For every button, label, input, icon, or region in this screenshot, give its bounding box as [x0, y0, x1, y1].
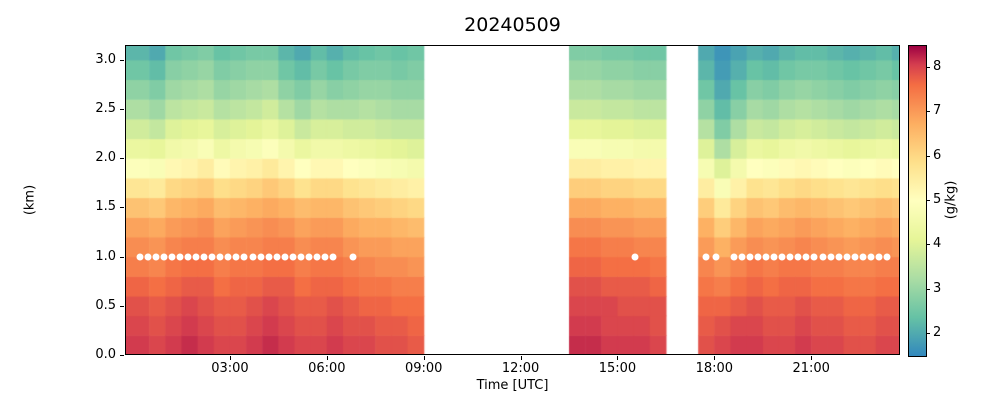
y-tick-mark — [120, 256, 124, 258]
measurement-marker — [770, 253, 778, 261]
measurement-marker — [762, 253, 770, 261]
measurement-marker — [273, 253, 281, 261]
x-tick-label: 15:00 — [598, 361, 637, 376]
measurement-marker — [136, 253, 144, 261]
measurement-marker — [208, 253, 216, 261]
y-axis-label: (km) — [22, 184, 38, 216]
measurement-marker — [851, 253, 859, 261]
measurement-marker — [802, 253, 810, 261]
colorbar-tick-label: 2 — [933, 324, 942, 340]
x-tick-mark — [617, 356, 619, 360]
x-tick-label: 06:00 — [308, 361, 346, 376]
measurement-marker — [192, 253, 200, 261]
y-tick-mark — [120, 355, 124, 356]
measurement-marker — [305, 253, 313, 261]
colorbar-tick-label: 4 — [933, 236, 942, 252]
colorbar-tick-mark — [926, 288, 930, 290]
measurement-marker — [349, 253, 357, 261]
colorbar-tick-label: 6 — [933, 147, 942, 163]
colorbar-tick-mark — [926, 332, 930, 334]
y-tick-mark — [120, 59, 124, 61]
y-tick-label: 0.0 — [95, 347, 116, 362]
heatmap-canvas — [125, 45, 900, 355]
y-tick-mark — [120, 207, 124, 209]
y-tick-label: 1.5 — [95, 199, 116, 215]
y-tick-mark — [120, 158, 124, 160]
measurement-marker — [819, 253, 826, 261]
x-tick-label: 03:00 — [211, 361, 249, 376]
x-tick-label: 12:00 — [501, 361, 540, 376]
measurement-marker — [883, 253, 891, 261]
colorbar-tick-label: 3 — [933, 280, 942, 296]
colorbar-tick-label: 5 — [933, 192, 942, 207]
measurement-marker — [313, 253, 321, 261]
y-tick-mark — [120, 108, 124, 110]
colorbar-tick-label: 8 — [933, 59, 942, 75]
colorbar-tick-mark — [926, 200, 930, 201]
measurement-marker — [289, 253, 297, 261]
y-tick-label: 2.5 — [95, 100, 116, 116]
x-tick-mark — [229, 356, 231, 360]
measurement-marker — [875, 253, 883, 261]
x-tick-label: 18:00 — [695, 361, 734, 376]
x-tick-label: 09:00 — [404, 361, 443, 376]
y-tick-label: 3.0 — [95, 51, 116, 67]
measurement-marker — [754, 253, 762, 261]
x-tick-mark — [326, 356, 328, 360]
x-axis-label: Time [UTC] — [476, 378, 549, 393]
x-tick-mark — [423, 356, 425, 360]
measurement-marker — [265, 253, 273, 261]
measurement-marker — [232, 253, 240, 261]
colorbar-tick-label: 7 — [933, 103, 942, 119]
y-tick-label: 2.0 — [95, 150, 116, 166]
measurement-marker — [712, 253, 720, 261]
measurement-marker — [746, 253, 754, 261]
measurement-marker — [810, 253, 818, 261]
measurement-marker — [152, 253, 160, 261]
x-tick-label: 21:00 — [792, 361, 830, 376]
measurement-marker — [144, 253, 152, 261]
measurement-marker — [224, 253, 232, 261]
y-tick-label: 1.0 — [95, 248, 116, 264]
measurement-marker — [631, 253, 639, 261]
measurement-marker — [794, 253, 802, 261]
x-tick-mark — [520, 356, 522, 360]
measurement-marker — [160, 253, 168, 261]
x-tick-mark — [714, 356, 716, 360]
x-tick-mark — [811, 356, 813, 360]
measurement-marker — [249, 253, 257, 261]
colorbar-tick-mark — [926, 244, 930, 246]
measurement-marker — [329, 253, 337, 261]
measurement-marker — [176, 253, 184, 261]
colorbar-label: (g/kg) — [943, 180, 959, 220]
measurement-marker — [200, 253, 208, 261]
colorbar — [908, 45, 927, 357]
measurement-marker — [281, 253, 289, 261]
y-tick-mark — [120, 305, 124, 307]
measurement-marker — [240, 253, 248, 261]
measurement-marker — [184, 253, 192, 261]
measurement-marker — [786, 253, 794, 261]
colorbar-tick-mark — [926, 155, 930, 157]
measurement-marker — [321, 253, 329, 261]
y-tick-label: 0.5 — [95, 297, 116, 313]
colorbar-tick-mark — [926, 111, 930, 113]
measurement-marker — [257, 253, 265, 261]
measurement-marker — [702, 253, 710, 261]
measurement-marker — [843, 253, 851, 261]
measurement-marker — [297, 253, 305, 261]
colorbar-tick-mark — [926, 67, 930, 69]
plot-title: 20240509 — [464, 14, 561, 36]
measurement-marker — [778, 253, 786, 261]
measurement-marker — [827, 253, 835, 261]
measurement-marker — [867, 253, 875, 261]
measurement-marker — [738, 253, 746, 261]
measurement-marker — [835, 253, 843, 261]
measurement-marker — [216, 253, 224, 261]
measurement-marker — [168, 253, 176, 261]
measurement-marker — [859, 253, 867, 261]
measurement-marker — [730, 253, 738, 261]
